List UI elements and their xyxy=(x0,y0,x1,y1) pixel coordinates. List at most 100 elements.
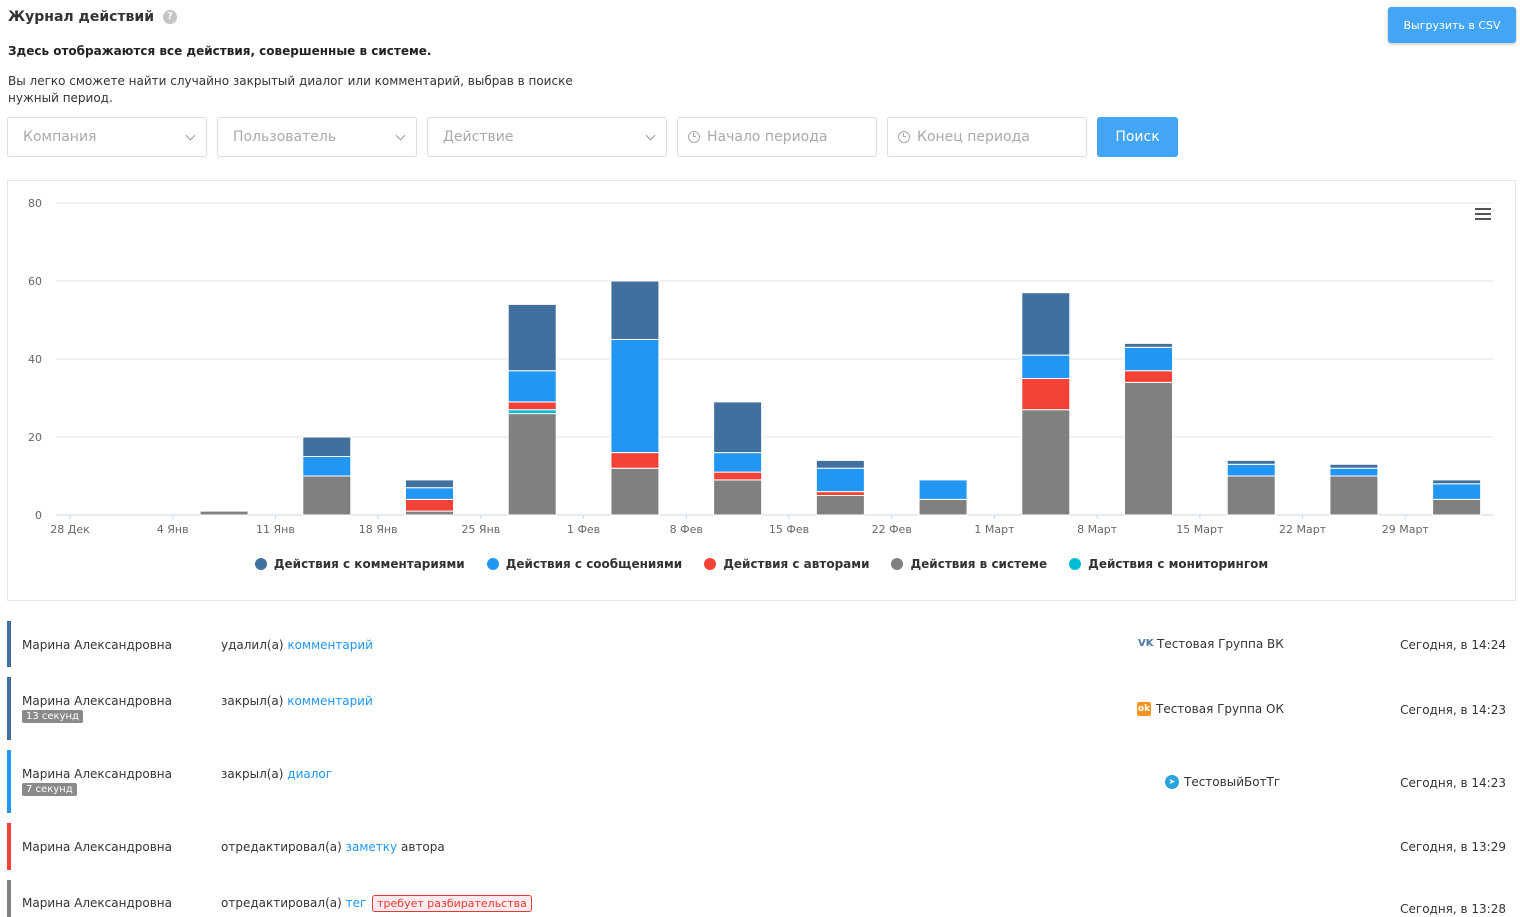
bar-segment[interactable] xyxy=(713,401,763,454)
x-tick-label: 4 Янв xyxy=(157,523,189,536)
bar-segment[interactable] xyxy=(1226,475,1276,516)
tag-chip[interactable]: требует разбирательства xyxy=(372,895,532,912)
bar-segment[interactable] xyxy=(302,436,352,457)
bar-segment[interactable] xyxy=(918,479,968,500)
bar-segment[interactable] xyxy=(1432,479,1482,485)
x-tick-label: 18 Янв xyxy=(359,523,398,536)
bar-segment[interactable] xyxy=(507,409,557,415)
log-object-link[interactable]: комментарий xyxy=(287,694,373,708)
log-source: ➤ ТестовыйБотТг xyxy=(1165,775,1280,789)
bar-segment[interactable] xyxy=(1329,475,1379,516)
bar-segment[interactable] xyxy=(815,491,865,497)
log-time: Сегодня, в 13:28 xyxy=(1400,902,1506,916)
bar-segment[interactable] xyxy=(1021,378,1071,411)
bar-segment[interactable] xyxy=(1329,467,1379,477)
bar-segment[interactable] xyxy=(815,495,865,516)
period-end-input[interactable]: Конец периода xyxy=(887,117,1087,157)
legend-label: Действия с авторами xyxy=(723,557,870,571)
log-source: VK Тестовая Группа ВК xyxy=(1138,637,1284,651)
log-row[interactable]: Марина Александровна отредактировал(а) з… xyxy=(7,823,1516,870)
bar-segment[interactable] xyxy=(713,471,763,481)
duration-badge: 13 секунд xyxy=(22,710,83,723)
y-tick-label: 20 xyxy=(28,431,42,444)
log-action: закрыл(а) комментарий xyxy=(221,694,373,708)
bar-segment[interactable] xyxy=(1432,498,1482,516)
action-select[interactable]: Действие xyxy=(427,117,667,157)
log-object-link[interactable]: комментарий xyxy=(287,638,373,652)
log-row[interactable]: Марина Александровна отредактировал(а) т… xyxy=(7,880,1516,917)
bar-segment[interactable] xyxy=(610,280,660,340)
legend-dot xyxy=(891,558,904,570)
bar-segment[interactable] xyxy=(610,339,660,454)
bar-segment[interactable] xyxy=(1124,381,1173,516)
bar-segment[interactable] xyxy=(1021,354,1071,380)
bar-segment[interactable] xyxy=(1124,342,1173,348)
bar-segment[interactable] xyxy=(815,459,865,469)
x-tick-label: 25 Янв xyxy=(461,523,500,536)
log-time: Сегодня, в 14:23 xyxy=(1400,776,1506,790)
log-user: Марина Александровна xyxy=(22,767,172,781)
bar-segment[interactable] xyxy=(302,475,352,516)
bar-segment[interactable] xyxy=(1021,409,1071,516)
page-header: Журнал действий ? xyxy=(8,9,178,25)
x-tick-label: 22 Март xyxy=(1279,523,1327,536)
bar-segment[interactable] xyxy=(405,498,454,512)
bar-segment[interactable] xyxy=(815,467,865,493)
legend-dot xyxy=(486,558,499,570)
ok-icon: ok xyxy=(1137,702,1151,716)
bar-segment[interactable] xyxy=(1329,463,1379,469)
bar-segment[interactable] xyxy=(1124,370,1173,383)
bar-segment[interactable] xyxy=(405,479,454,489)
bar-segment[interactable] xyxy=(405,510,454,516)
row-color-bar xyxy=(7,677,11,740)
legend-item-comments[interactable]: Действия с комментариями xyxy=(254,557,465,571)
y-tick-label: 40 xyxy=(28,353,42,366)
clock-icon xyxy=(688,131,700,143)
export-csv-button[interactable]: Выгрузить в CSV xyxy=(1388,7,1516,43)
bar-segment[interactable] xyxy=(302,456,352,477)
user-select[interactable]: Пользователь xyxy=(217,117,417,157)
bar-segment[interactable] xyxy=(1124,346,1173,372)
log-row[interactable]: Марина Александровна 7 секунд закрыл(а) … xyxy=(7,750,1516,813)
period-start-placeholder: Начало периода xyxy=(707,129,828,145)
legend-item-messages[interactable]: Действия с сообщениями xyxy=(486,557,682,571)
page-description: Вы легко сможете найти случайно закрытый… xyxy=(8,74,573,105)
bar-segment[interactable] xyxy=(1226,463,1276,477)
y-tick-label: 0 xyxy=(35,509,42,522)
search-button[interactable]: Поиск xyxy=(1097,117,1178,157)
y-tick-label: 60 xyxy=(28,275,42,288)
period-start-input[interactable]: Начало периода xyxy=(677,117,877,157)
bar-segment[interactable] xyxy=(1021,292,1071,356)
log-row[interactable]: Марина Александровна 13 секунд закрыл(а)… xyxy=(7,677,1516,740)
bar-segment[interactable] xyxy=(199,510,249,516)
company-select[interactable]: Компания xyxy=(7,117,207,157)
bar-segment[interactable] xyxy=(713,452,763,473)
bar-segment[interactable] xyxy=(1432,483,1482,500)
bar-segment[interactable] xyxy=(610,467,660,516)
log-user: Марина Александровна xyxy=(22,840,172,854)
log-row[interactable]: Марина Александровна удалил(а) комментар… xyxy=(7,621,1516,667)
log-source-name: ТестовыйБотТг xyxy=(1184,775,1281,789)
bar-segment[interactable] xyxy=(507,401,557,411)
legend-item-system[interactable]: Действия в системе xyxy=(891,557,1047,571)
log-time: Сегодня, в 14:24 xyxy=(1400,638,1506,652)
bar-segment[interactable] xyxy=(507,413,557,516)
log-object-link[interactable]: заметку xyxy=(345,840,398,854)
legend-item-monitoring[interactable]: Действия с мониторингом xyxy=(1069,557,1268,571)
bar-segment[interactable] xyxy=(918,498,968,516)
help-icon[interactable]: ? xyxy=(163,10,178,24)
x-tick-label: 8 Фев xyxy=(670,523,703,536)
bar-segment[interactable] xyxy=(713,479,763,516)
chart-legend: Действия с комментариями Действия с сооб… xyxy=(8,557,1515,571)
bar-segment[interactable] xyxy=(507,303,557,372)
vk-icon: VK xyxy=(1138,638,1154,649)
x-tick-label: 15 Фев xyxy=(769,523,809,536)
hamburger-menu-icon[interactable] xyxy=(1475,208,1491,221)
bar-segment[interactable] xyxy=(507,370,557,403)
bar-segment[interactable] xyxy=(405,487,454,500)
log-object-link[interactable]: диалог xyxy=(287,767,333,781)
bar-segment[interactable] xyxy=(1226,459,1276,465)
bar-segment[interactable] xyxy=(610,452,660,469)
log-object-link[interactable]: тег xyxy=(345,896,367,910)
legend-item-authors[interactable]: Действия с авторами xyxy=(704,557,869,571)
